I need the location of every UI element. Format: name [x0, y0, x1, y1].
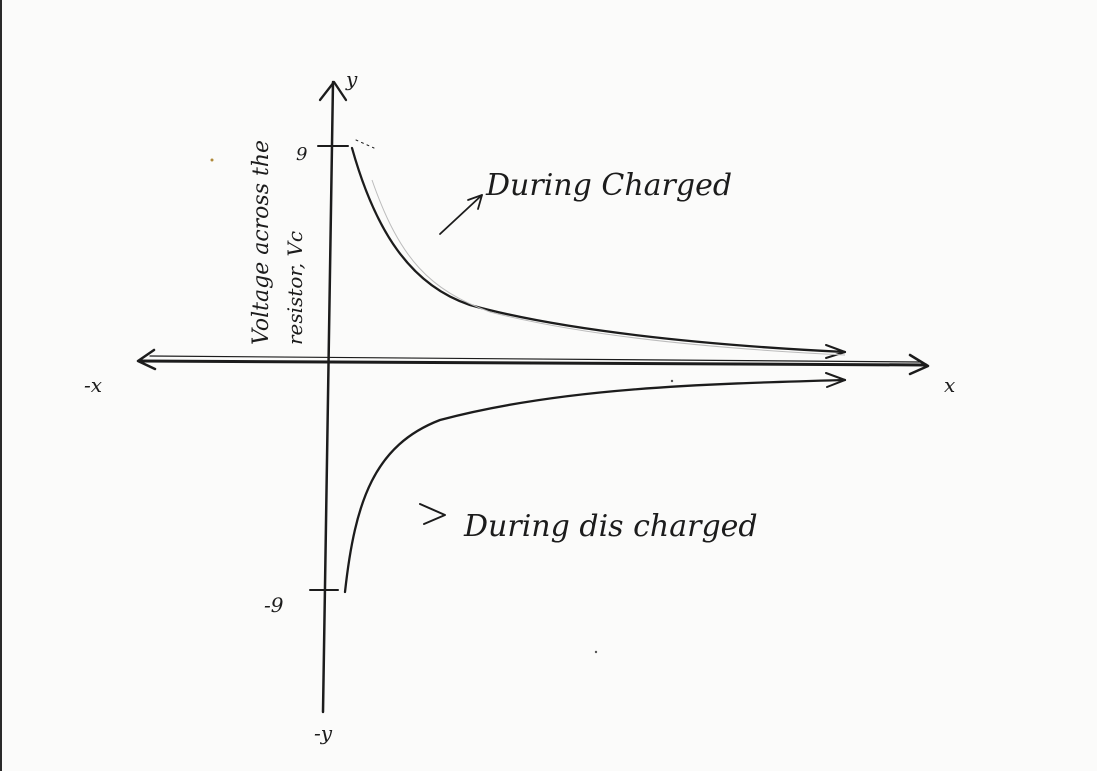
discharge-label: During dis charged	[463, 509, 758, 544]
y-axis-label-line1: Voltage across the	[249, 140, 274, 345]
left-border	[0, 0, 2, 771]
tick-bottom-label: -9	[264, 593, 284, 617]
paper-speck	[670, 379, 674, 383]
y-axis-top-label: y	[345, 67, 358, 91]
x-axis-right-arrow	[908, 353, 930, 376]
charge-pointer-head	[467, 194, 483, 210]
discharge-pointer-arrow	[419, 503, 446, 525]
y-axis-label-line2: resistor, Vc	[283, 231, 307, 345]
y-axis	[321, 80, 335, 714]
tick-dots	[355, 139, 375, 149]
charging-curve-shadow	[371, 179, 846, 356]
paper-speck	[594, 650, 598, 654]
discharging-curve	[343, 378, 847, 594]
paper-speck	[210, 158, 214, 162]
y-axis-top-arrow	[318, 80, 348, 102]
charging-curve-arrow	[825, 344, 846, 359]
tick-top-label: 9	[296, 144, 307, 165]
x-axis-right-label: x	[944, 373, 955, 397]
x-axis-shadow	[149, 355, 921, 363]
charge-pointer-arrow	[439, 194, 483, 235]
x-axis-left-arrow	[136, 348, 157, 371]
discharging-curve-arrow	[825, 372, 846, 388]
charge-label: During Charged	[485, 168, 732, 203]
charging-curve	[350, 146, 847, 354]
x-axis	[138, 359, 928, 367]
y-axis-bottom-label: -y	[314, 721, 333, 745]
x-axis-left-label: -x	[84, 373, 102, 397]
